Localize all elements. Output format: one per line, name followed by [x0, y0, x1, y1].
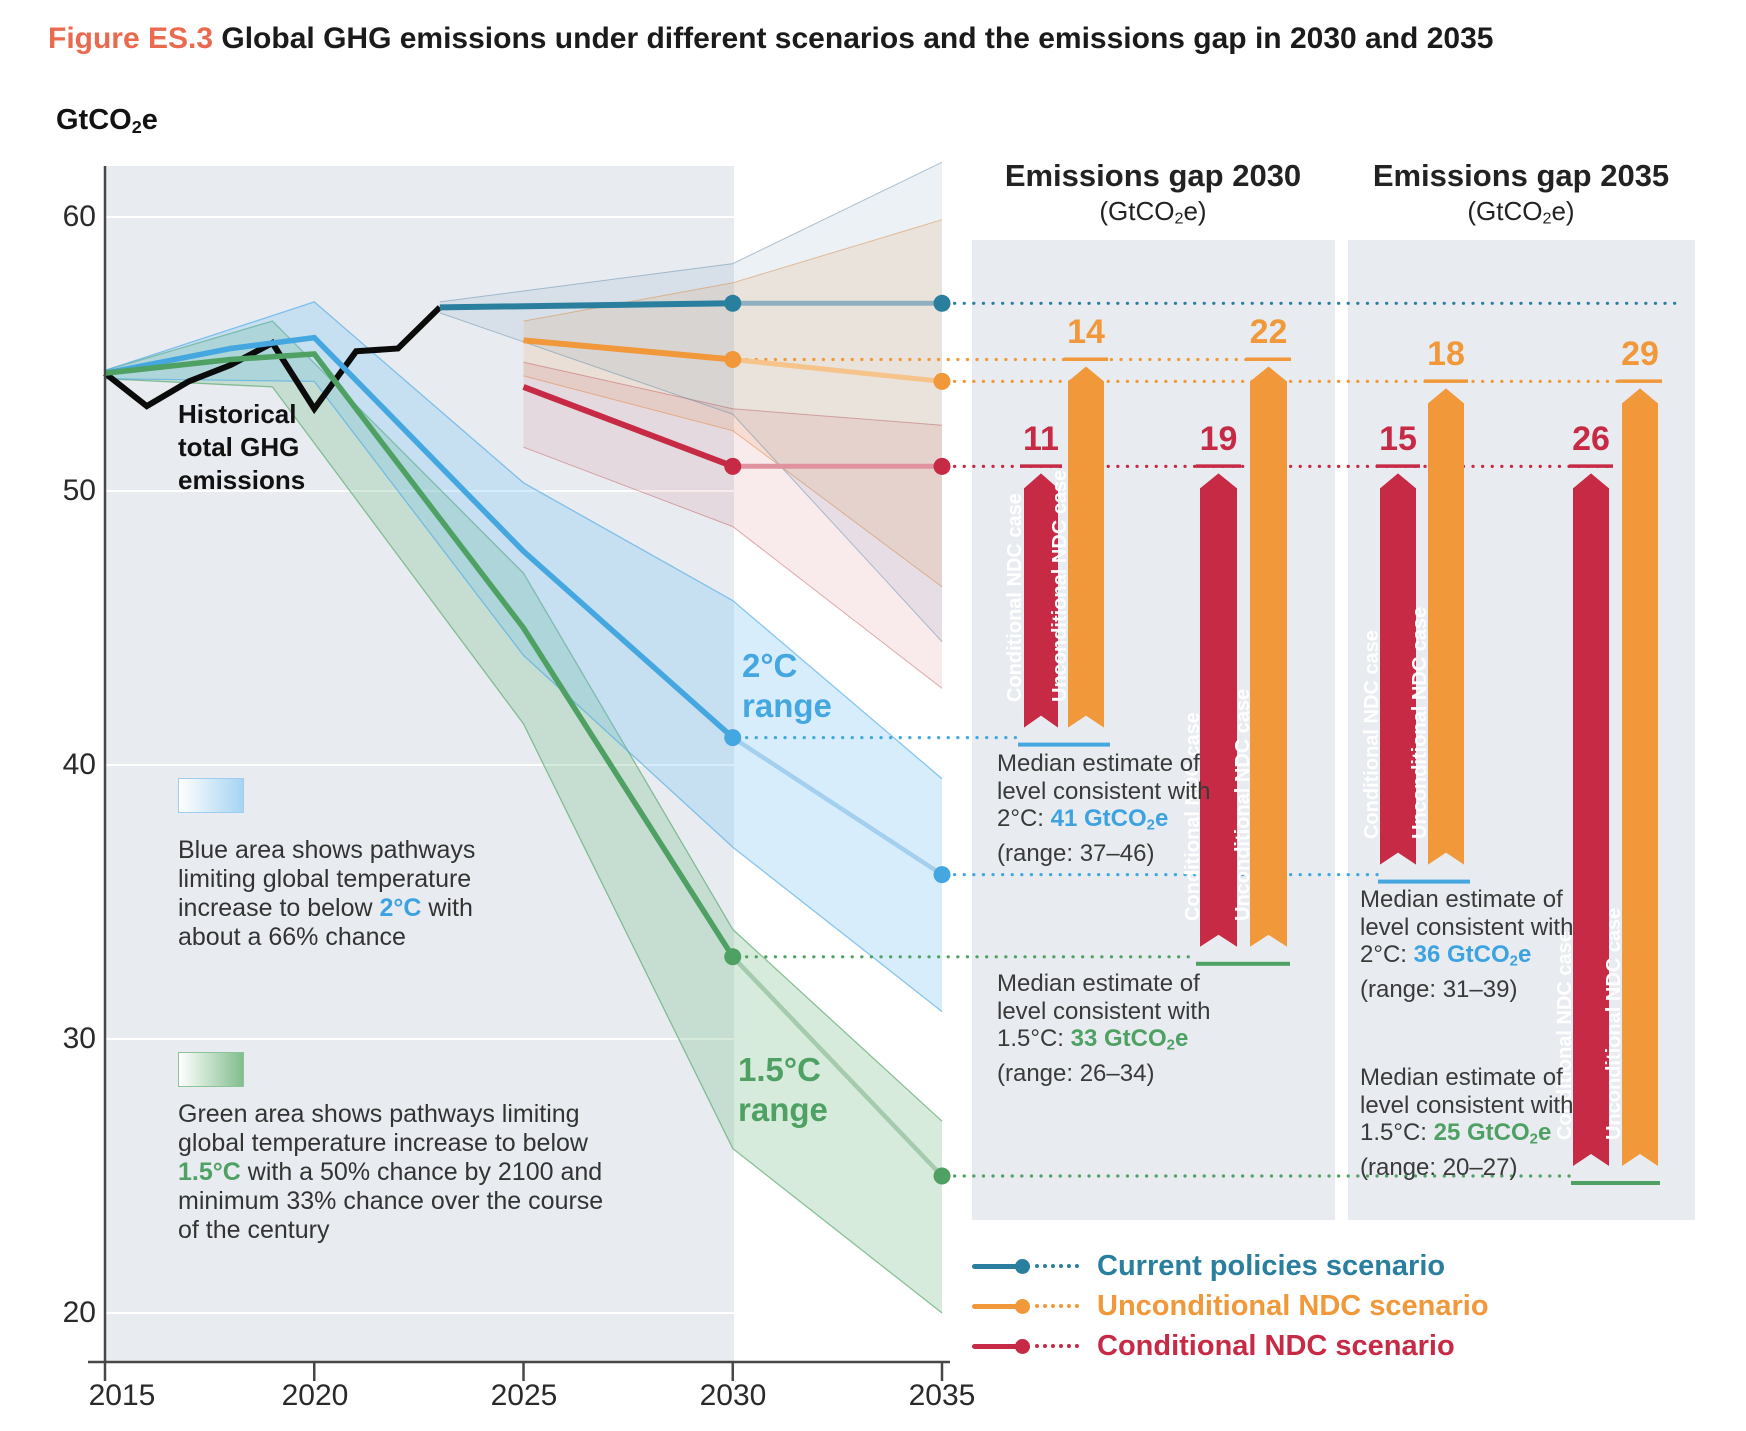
- y-tick-50: 50: [62, 474, 96, 507]
- median-baseline: [1378, 879, 1470, 884]
- unconditional_ndc-dot-2030: [724, 350, 742, 368]
- two_deg_band-upper-edge: [104, 301, 943, 780]
- unconditional_band-upper-edge: [523, 219, 943, 322]
- gap-number-underline: [1618, 379, 1662, 383]
- legend-unconditional-ndc: Unconditional NDC scenario: [972, 1286, 1489, 1326]
- median-baseline: [1196, 961, 1290, 966]
- legend-dotted-icon: [1035, 1264, 1079, 1268]
- legend-line-icon: [972, 1343, 1018, 1349]
- green-area-swatch: [178, 1052, 244, 1087]
- median-baseline: [1018, 742, 1110, 747]
- median-15c-2030-note: Median estimate of level consistent with…: [997, 970, 1211, 1087]
- legend-dot-icon: [1015, 1298, 1030, 1314]
- conditional_ndc-line: [522, 384, 734, 470]
- y-tick-60: 60: [62, 200, 96, 233]
- one_five_band: [105, 321, 942, 1314]
- legend-dotted-icon: [1035, 1344, 1079, 1348]
- gap-bar-2035-unconditional: [1622, 388, 1658, 1166]
- y-tick-40: 40: [62, 748, 96, 781]
- gap-2030-header: Emissions gap 2030: [1004, 158, 1302, 193]
- one_five_deg-projection: [731, 955, 944, 1178]
- blue-area-swatch: [178, 778, 244, 813]
- two-deg-range-label: 2°C range: [742, 647, 832, 724]
- page-title: Figure ES.3 Global GHG emissions under d…: [48, 22, 1493, 56]
- one_five_deg-dot-2030: [724, 948, 742, 966]
- median-2c-2035-note: Median estimate of level consistent with…: [1360, 886, 1574, 1003]
- blue-area-note: Blue area shows pathways limiting global…: [178, 836, 476, 951]
- x-tick-2015: 2015: [88, 1379, 156, 1412]
- gap-number-underline: [1020, 464, 1062, 468]
- current_band-upper-edge: [439, 161, 943, 303]
- current_policies-dot-2030: [724, 294, 742, 312]
- blue-note-accent: 2°C: [379, 894, 422, 922]
- unconditional_ndc-line: [523, 337, 734, 363]
- legend-conditional-ndc: Conditional NDC scenario: [972, 1326, 1455, 1366]
- figure-title-text: Global GHG emissions under different sce…: [221, 22, 1494, 55]
- gap-number-underline: [1424, 379, 1468, 383]
- y-tick-30: 30: [62, 1022, 96, 1055]
- two_deg-dot-2035: [933, 866, 951, 884]
- median-baseline: [1571, 1181, 1660, 1185]
- gap-number-underline: [1196, 464, 1241, 468]
- unconditional_ndc-dot-2035: [933, 372, 951, 390]
- two_deg-dot-2030: [724, 729, 742, 747]
- unconditional_band-lower-edge: [523, 375, 943, 588]
- one-five-deg-range-label: 1.5°C range: [738, 1051, 828, 1128]
- current_policies-dot-2035: [933, 294, 951, 312]
- gap-bar-2035-unconditional: [1428, 388, 1464, 865]
- conditional_band-upper-edge: [523, 361, 943, 426]
- green-area-note: Green area shows pathways limiting globa…: [178, 1100, 604, 1244]
- gap-bar-2030-conditional: [1024, 473, 1058, 728]
- legend-current-policies: Current policies scenario: [972, 1246, 1445, 1286]
- y-axis-unit-label: GtCO2e: [56, 104, 158, 137]
- unconditional_band: [523, 219, 942, 587]
- gap-number-underline: [1064, 357, 1108, 361]
- legend-line-icon: [972, 1263, 1018, 1269]
- legend-dot-icon: [1015, 1338, 1030, 1354]
- two_deg_band: [105, 301, 942, 1012]
- median-15c-2035-note: Median estimate of level consistent with…: [1360, 1064, 1574, 1181]
- gap-number-underline: [1246, 357, 1291, 361]
- one_five_deg-line: [104, 351, 736, 959]
- gap-number-underline: [1376, 464, 1420, 468]
- gap-2030-subheader: (GtCO2e): [1099, 196, 1207, 228]
- conditional_ndc-dot-2035: [933, 457, 951, 475]
- median-2c-2030-note: Median estimate of level consistent with…: [997, 750, 1211, 867]
- gap-number-underline: [1569, 464, 1613, 468]
- historical-emissions-label: Historical total GHG emissions: [178, 399, 306, 495]
- gap-bar-2035-conditional: [1573, 473, 1609, 1167]
- two_deg-line: [104, 334, 735, 740]
- x-tick-2030: 2030: [699, 1379, 767, 1412]
- legend-dotted-icon: [1035, 1304, 1079, 1308]
- conditional_band-lower-edge: [523, 446, 943, 689]
- x-tick-2020: 2020: [281, 1379, 349, 1412]
- green-note-accent: 1.5°C: [178, 1158, 241, 1186]
- gap-bar-2030-unconditional: [1068, 366, 1104, 728]
- figure-number: Figure ES.3: [48, 22, 214, 55]
- conditional_ndc-dot-2030: [724, 457, 742, 475]
- x-tick-2025: 2025: [490, 1379, 558, 1412]
- gap-bar-2030-unconditional: [1250, 366, 1287, 947]
- one_five_band-upper-edge: [104, 320, 943, 1122]
- current_policies-line: [439, 300, 733, 311]
- one_five_band-lower-edge: [104, 378, 943, 1314]
- gap-2035-header: Emissions gap 2035: [1372, 158, 1670, 193]
- legend-line-icon: [972, 1303, 1018, 1309]
- gap-bar-2035-conditional: [1380, 473, 1416, 865]
- gap-2035-subheader: (GtCO2e): [1467, 196, 1575, 228]
- current_band-lower-edge: [439, 312, 943, 643]
- unconditional_ndc-projection: [732, 357, 943, 384]
- two_deg_band-lower-edge: [104, 378, 943, 1013]
- one_five_deg-dot-2035: [933, 1167, 951, 1185]
- legend-dot-icon: [1015, 1258, 1030, 1274]
- current_band: [439, 162, 942, 642]
- y-tick-20: 20: [62, 1296, 96, 1329]
- conditional_band: [523, 362, 942, 689]
- two_deg-projection: [731, 735, 944, 877]
- x-tick-2035: 2035: [908, 1379, 976, 1412]
- gap-bar-2030-conditional: [1200, 473, 1237, 947]
